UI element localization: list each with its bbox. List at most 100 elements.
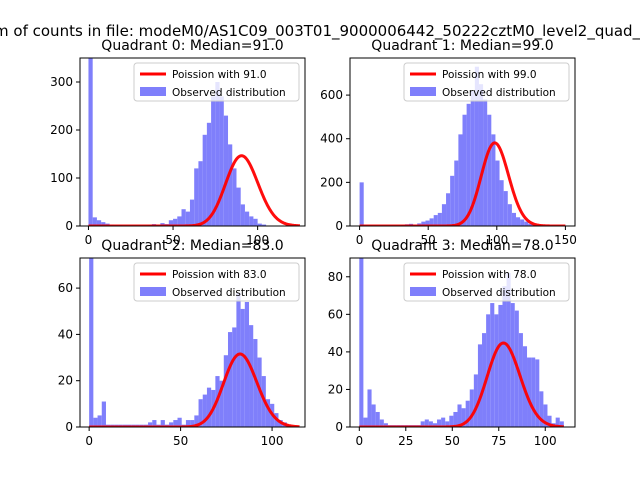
histogram-bar [211, 96, 216, 226]
x-tick-label: 100 [485, 233, 508, 247]
y-tick-label: 80 [328, 270, 343, 284]
y-tick-label: 300 [50, 75, 73, 89]
poisson-fit-line [87, 154, 301, 226]
histogram-bar [450, 175, 455, 226]
histogram-bar [236, 187, 241, 226]
x-tick-label: 100 [261, 434, 284, 448]
legend-hist-label: Observed distribution [172, 87, 286, 99]
histogram-bar [543, 404, 548, 427]
histogram-bar [445, 421, 450, 427]
histogram-bar [148, 422, 153, 427]
histogram-bar [453, 411, 458, 427]
y-tick-label: 40 [58, 327, 73, 341]
histogram-bar [97, 415, 102, 427]
histogram-bar [437, 212, 442, 226]
histogram-bar [425, 220, 430, 226]
x-tick-label: 75 [491, 434, 506, 448]
histogram-bar [477, 344, 483, 427]
histogram-bar [555, 417, 560, 427]
x-tick-label: 50 [165, 233, 180, 247]
histogram-bar [249, 216, 254, 226]
x-tick-label: 100 [246, 233, 269, 247]
histogram-bar [466, 103, 471, 226]
legend-fit-label: Poission with 83.0 [172, 269, 267, 281]
histogram-bar [359, 182, 364, 226]
legend: Poission with 78.0 Observed distribution [403, 262, 570, 302]
x-tick-label: 0 [85, 233, 93, 247]
histogram-bar [473, 374, 478, 427]
x-tick-label: 50 [173, 434, 188, 448]
histogram-bar [461, 408, 466, 427]
histogram-bar [371, 404, 376, 427]
histogram-bar [507, 204, 512, 226]
histogram-bar [491, 134, 496, 226]
histogram-bar [528, 223, 533, 226]
subplot-title: Quadrant 3: Median=78.0 [371, 238, 553, 254]
axes-frame [349, 257, 576, 428]
histogram-bar [265, 399, 271, 427]
y-tick-label: 60 [58, 281, 73, 295]
histogram-bar [539, 391, 544, 427]
histogram-bar [432, 423, 438, 427]
x-tick-label: 50 [445, 434, 460, 448]
histogram-bar [181, 209, 186, 226]
histogram-bar [244, 301, 250, 427]
histogram-bar [531, 357, 536, 427]
histogram-bar [202, 394, 207, 427]
histogram-bar [470, 90, 475, 226]
histogram-bar [88, 58, 93, 226]
histogram-bar [547, 415, 552, 427]
histogram-bar [185, 211, 190, 226]
figure-suptitle: Histogram of counts in file: modeM0/AS1C… [0, 22, 640, 41]
x-tick-label: 0 [356, 233, 364, 247]
histogram-bar [185, 420, 191, 427]
histogram-bar [190, 420, 195, 427]
plot-area [358, 258, 565, 427]
histogram-bar [503, 191, 508, 226]
histogram-bar [177, 216, 182, 226]
poisson-fit-line [88, 352, 301, 427]
histogram-bar [487, 114, 492, 226]
poisson-fit-line [358, 141, 567, 226]
histogram-bar [173, 420, 178, 427]
histogram-bar [437, 419, 442, 427]
histogram-bar [189, 199, 195, 226]
histogram-bar [429, 218, 434, 226]
subplot-quadrant-3: 0 25 50 75 100 0 20 40 60 80 Quadrant 3: Median=78… [328, 238, 576, 448]
histogram-bar [101, 401, 106, 427]
legend-box [133, 262, 300, 302]
histogram-bar [383, 423, 388, 427]
histogram-bar [462, 114, 467, 226]
histogram-bar [428, 421, 433, 427]
x-tick-label: 100 [534, 434, 557, 448]
histogram-bar [433, 215, 438, 226]
legend-fit-label: Poission with 91.0 [172, 69, 267, 81]
histogram-bar [93, 417, 98, 427]
histogram-bar [169, 422, 174, 427]
legend: Poission with 83.0 Observed distribution [133, 262, 300, 302]
histogram-bar [499, 180, 504, 226]
histogram-bar [177, 417, 182, 427]
histogram-bar [253, 339, 258, 427]
histogram-bar [502, 286, 507, 427]
subplot-title: Quadrant 2: Median=83.0 [101, 238, 283, 254]
legend-hist-label: Observed distribution [442, 87, 556, 99]
histogram-bar [421, 221, 426, 226]
histogram-bar [494, 314, 499, 427]
histogram-bar [240, 308, 245, 427]
histogram-bar [198, 161, 203, 226]
legend: Poission with 99.0 Observed distribution [403, 62, 570, 102]
plot-area [358, 66, 567, 226]
histogram-bar [446, 193, 451, 226]
histogram-bar [511, 212, 517, 226]
legend-hist-swatch [410, 287, 436, 296]
y-tick-label: 60 [328, 307, 343, 321]
y-tick-label: 0 [65, 420, 73, 434]
histogram-bar [215, 82, 220, 226]
x-tick-label: 25 [398, 434, 413, 448]
histogram-bar [89, 258, 94, 427]
x-tick-label: 0 [85, 434, 93, 448]
x-tick-label: 150 [554, 233, 577, 247]
y-tick-label: 200 [50, 123, 73, 137]
